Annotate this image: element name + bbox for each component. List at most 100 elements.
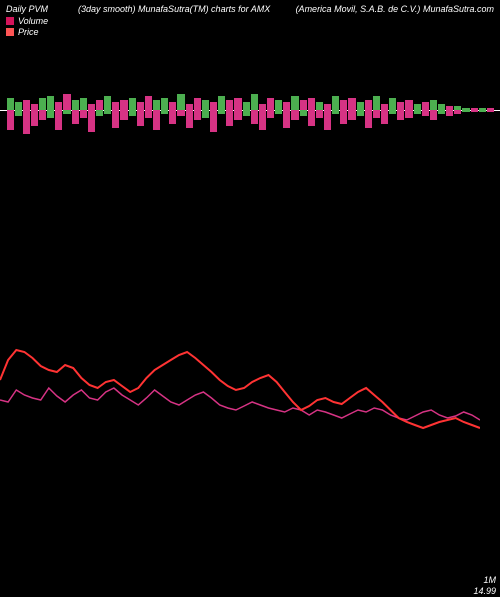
bar-up (169, 102, 176, 110)
bar-slot (153, 60, 160, 160)
bar-up (397, 102, 404, 110)
bar-down (300, 110, 307, 116)
bar-up (291, 96, 298, 110)
bar-up (340, 100, 347, 110)
bar-up (357, 102, 364, 110)
bar-slot (348, 60, 355, 160)
bar-down (137, 110, 144, 126)
bar-slot (72, 60, 79, 160)
bar-down (340, 110, 347, 124)
bars-container (6, 60, 494, 160)
bar-down (251, 110, 258, 124)
bar-down (308, 110, 315, 126)
bar-slot (308, 60, 315, 160)
bar-down (186, 110, 193, 128)
bar-slot (63, 60, 70, 160)
bar-up (332, 96, 339, 110)
bar-down (316, 110, 323, 118)
bar-slot (177, 60, 184, 160)
bar-down (454, 110, 461, 114)
bar-slot (487, 60, 494, 160)
bar-up (243, 102, 250, 110)
bar-slot (202, 60, 209, 160)
bar-down (446, 110, 453, 116)
bar-up (194, 98, 201, 110)
bar-down (373, 110, 380, 118)
bar-up (129, 98, 136, 110)
bar-down (438, 110, 445, 114)
bar-down (357, 110, 364, 116)
bar-slot (137, 60, 144, 160)
bar-up (234, 98, 241, 110)
bar-slot (405, 60, 412, 160)
bar-down (348, 110, 355, 120)
header-right: (America Movil, S.A.B. de C.V.) MunafaSu… (296, 4, 494, 14)
bar-up (23, 100, 30, 110)
bar-slot (373, 60, 380, 160)
bar-down (7, 110, 14, 130)
bar-down (234, 110, 241, 120)
bar-down (96, 110, 103, 116)
bar-slot (39, 60, 46, 160)
bar-up (7, 98, 14, 110)
bar-down (381, 110, 388, 124)
bar-up (55, 102, 62, 110)
bar-slot (357, 60, 364, 160)
header-center-title: (3day smooth) MunafaSutra(TM) charts for… (48, 4, 296, 14)
bar-up (15, 102, 22, 110)
price-value-label: 14.99 (473, 586, 496, 597)
bar-up (430, 100, 437, 110)
bar-slot (291, 60, 298, 160)
bar-up (373, 96, 380, 110)
bar-up (283, 102, 290, 110)
bar-up (275, 100, 282, 110)
bar-up (72, 100, 79, 110)
bar-up (80, 98, 87, 110)
legend-volume: Volume (6, 16, 494, 26)
bar-down (104, 110, 111, 114)
bar-down (63, 110, 70, 114)
bar-down (72, 110, 79, 124)
bar-slot (454, 60, 461, 160)
bar-slot (120, 60, 127, 160)
bar-slot (161, 60, 168, 160)
price-volume-line-chart: 1M14.99 (0, 310, 500, 470)
bar-slot (414, 60, 421, 160)
bar-down (161, 110, 168, 114)
bar-down (405, 110, 412, 118)
bar-up (39, 98, 46, 110)
bar-slot (438, 60, 445, 160)
bar-down (487, 110, 494, 112)
bar-slot (422, 60, 429, 160)
bar-up (161, 98, 168, 110)
bar-down (169, 110, 176, 124)
bar-slot (397, 60, 404, 160)
bar-up (267, 98, 274, 110)
legend-price-label: Price (18, 27, 39, 37)
bar-slot (316, 60, 323, 160)
bar-slot (259, 60, 266, 160)
bar-down (397, 110, 404, 120)
bar-down (471, 110, 478, 112)
volume-value-label: 1M (483, 575, 496, 586)
bar-down (145, 110, 152, 118)
bar-up (300, 100, 307, 110)
bar-slot (31, 60, 38, 160)
bar-slot (267, 60, 274, 160)
bar-down (291, 110, 298, 120)
bar-slot (129, 60, 136, 160)
bar-slot (381, 60, 388, 160)
bar-slot (104, 60, 111, 160)
bar-up (348, 98, 355, 110)
price-swatch (6, 28, 14, 36)
bar-slot (23, 60, 30, 160)
bar-down (283, 110, 290, 128)
bar-down (88, 110, 95, 132)
bar-slot (210, 60, 217, 160)
bar-down (430, 110, 437, 120)
bar-down (389, 110, 396, 114)
bar-up (137, 102, 144, 110)
bar-down (15, 110, 22, 116)
bar-down (112, 110, 119, 128)
bar-down (80, 110, 87, 118)
